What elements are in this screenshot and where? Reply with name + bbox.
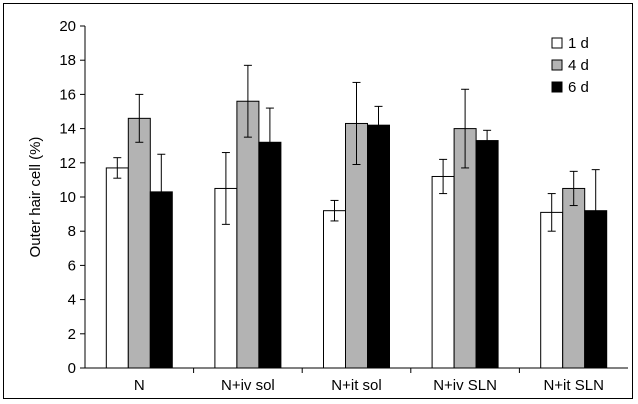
y-tick-label: 12 bbox=[59, 155, 76, 172]
bar bbox=[475, 140, 499, 369]
bar bbox=[236, 100, 260, 369]
y-tick-label: 16 bbox=[59, 86, 76, 103]
x-tick-label: N+it SLN bbox=[543, 377, 603, 394]
y-tick-label: 6 bbox=[68, 257, 76, 274]
x-tick-label: N bbox=[134, 377, 145, 394]
legend-label: 4 d bbox=[568, 57, 589, 74]
x-tick-label: N+iv sol bbox=[221, 377, 275, 394]
legend-label: 1 d bbox=[568, 35, 589, 52]
bar bbox=[105, 167, 129, 369]
legend-label: 6 d bbox=[568, 79, 589, 96]
y-tick-label: 20 bbox=[59, 18, 76, 35]
legend-swatch bbox=[551, 81, 563, 93]
bar bbox=[323, 210, 346, 369]
x-tick-label: N+it sol bbox=[331, 377, 381, 394]
legend-swatch bbox=[551, 37, 563, 49]
y-tick-label: 14 bbox=[59, 121, 76, 138]
y-tick-label: 10 bbox=[59, 189, 76, 206]
bar bbox=[562, 187, 586, 369]
bar bbox=[540, 211, 564, 369]
y-tick-label: 8 bbox=[68, 223, 76, 240]
y-tick-label: 2 bbox=[68, 326, 76, 343]
y-tick-label: 18 bbox=[59, 52, 76, 69]
legend-swatch bbox=[551, 59, 563, 71]
y-axis-label: Outer hair cell (%) bbox=[27, 137, 44, 258]
bar bbox=[367, 124, 390, 369]
y-tick-label: 0 bbox=[68, 360, 76, 377]
y-tick-label: 4 bbox=[68, 292, 76, 309]
bar bbox=[127, 117, 151, 369]
bar bbox=[431, 175, 455, 369]
x-tick-label: N+iv SLN bbox=[433, 377, 497, 394]
